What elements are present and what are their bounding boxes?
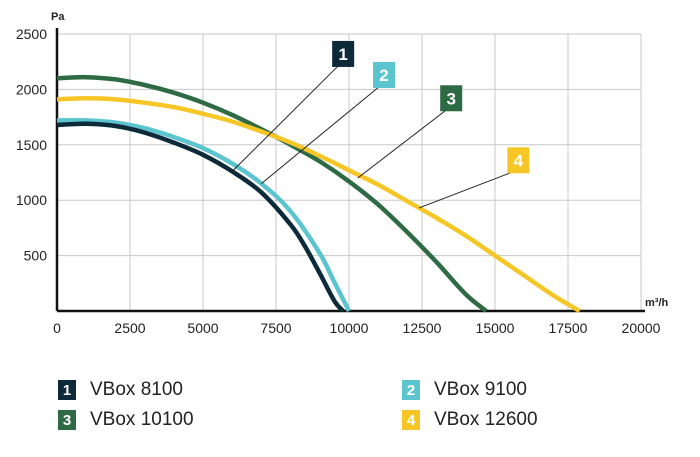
callout-number-2: 2: [379, 66, 388, 85]
x-tick-label: 5000: [187, 320, 218, 336]
y-tick-label: 1000: [16, 192, 47, 208]
series-line-2: [56, 118, 352, 313]
callout-leader-2: [261, 85, 381, 184]
series-line-1: [56, 121, 345, 313]
y-tick-label: 2500: [16, 26, 47, 42]
legend-badge-1: 1: [58, 380, 76, 400]
legend-item-2: 2 VBox 9100: [402, 377, 527, 403]
x-tick-label: 7500: [260, 320, 291, 336]
callout-number-3: 3: [446, 89, 455, 108]
y-axis-label: Pa: [51, 11, 65, 23]
x-tick-label: 12500: [403, 320, 442, 336]
callout-badge-2: [373, 61, 396, 88]
fan-curve-chart: 500 1000 1500 2000 2500 0 2500 5000 7500 10000 125…: [16, 11, 669, 336]
x-tick-label: 20000: [622, 320, 661, 336]
legend-item-4: 4 VBox 12600: [402, 407, 538, 433]
y-tick-label: 1500: [16, 137, 47, 153]
legend-label-4: VBox 12600: [434, 409, 538, 430]
x-tick-label: 0: [53, 320, 61, 336]
x-tick-label: 15000: [476, 320, 515, 336]
legend: 1 VBox 8100 2 VBox 9100 3 VBox 10100 4 V…: [0, 370, 700, 450]
callout-badge-3: [440, 85, 463, 112]
x-tick-label: 2500: [114, 320, 145, 336]
y-tick-label: 500: [24, 248, 48, 264]
legend-item-1: 1 VBox 8100: [58, 377, 183, 403]
legend-badge-4: 4: [402, 410, 420, 430]
x-axis-label: m³/h: [645, 297, 669, 309]
callout-badge-4: [507, 147, 530, 174]
callout-number-1: 1: [338, 45, 347, 64]
callout-badge-1: [332, 40, 355, 67]
legend-badge-3: 3: [58, 410, 76, 430]
x-tick-label: 17500: [549, 320, 588, 336]
legend-label-2: VBox 9100: [434, 379, 527, 400]
legend-badge-2: 2: [402, 380, 420, 400]
legend-label-1: VBox 8100: [90, 379, 183, 400]
callout-number-4: 4: [514, 151, 524, 170]
y-tick-label: 2000: [16, 81, 47, 97]
x-tick-label: 10000: [330, 320, 369, 336]
legend-item-3: 3 VBox 10100: [58, 407, 194, 433]
callout-leader-4: [418, 170, 515, 209]
legend-label-3: VBox 10100: [90, 409, 194, 430]
callout-leader-3: [357, 108, 448, 179]
callout-leader-1: [231, 64, 340, 172]
series-line-4: [56, 96, 581, 313]
